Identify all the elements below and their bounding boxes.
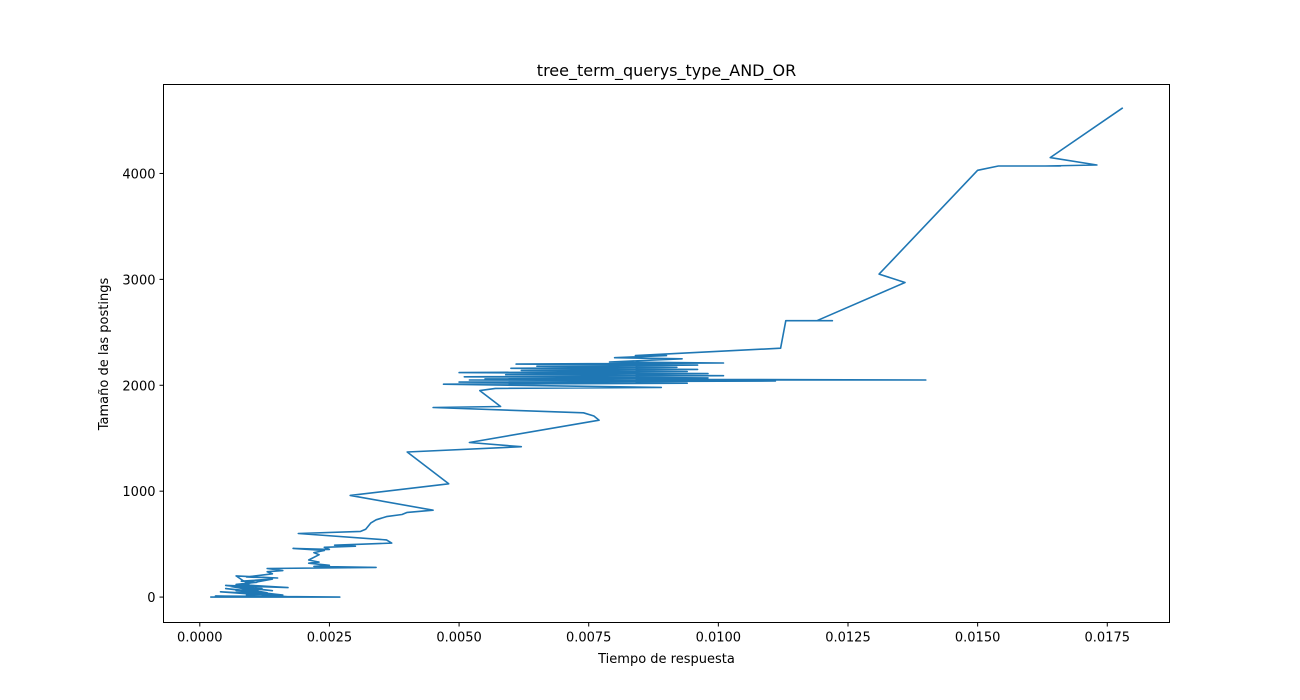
- x-tick-label: 0.0025: [307, 631, 353, 646]
- x-axis-label: Tiempo de respuesta: [597, 652, 735, 667]
- y-axis-label: Tamaño de las postings: [97, 278, 112, 432]
- plot-area: [210, 107, 1124, 598]
- x-tick-label: 0.0100: [696, 631, 742, 646]
- x-tick-label: 0.0000: [177, 631, 223, 646]
- x-axis-ticks: 0.0000 0.0025 0.0050 0.0075 0.0100 0.0125 0.01…: [177, 622, 1131, 646]
- x-tick-label: 0.0150: [955, 631, 1001, 646]
- x-tick-label: 0.0050: [436, 631, 482, 646]
- series-line-0: [210, 107, 1124, 598]
- y-tick-label: 0: [147, 591, 155, 606]
- y-tick-label: 2000: [122, 379, 155, 394]
- y-tick-label: 4000: [122, 167, 155, 182]
- x-tick-label: 0.0075: [566, 631, 612, 646]
- y-tick-label: 3000: [122, 273, 155, 288]
- y-axis-ticks: 0 1000 2000 3000 4000: [122, 167, 164, 606]
- axes-frame: [163, 84, 1170, 623]
- y-tick-label: 1000: [122, 485, 155, 500]
- chart-title: tree_term_querys_type_AND_OR: [537, 61, 796, 81]
- x-tick-label: 0.0125: [825, 631, 871, 646]
- x-tick-label: 0.0175: [1085, 631, 1131, 646]
